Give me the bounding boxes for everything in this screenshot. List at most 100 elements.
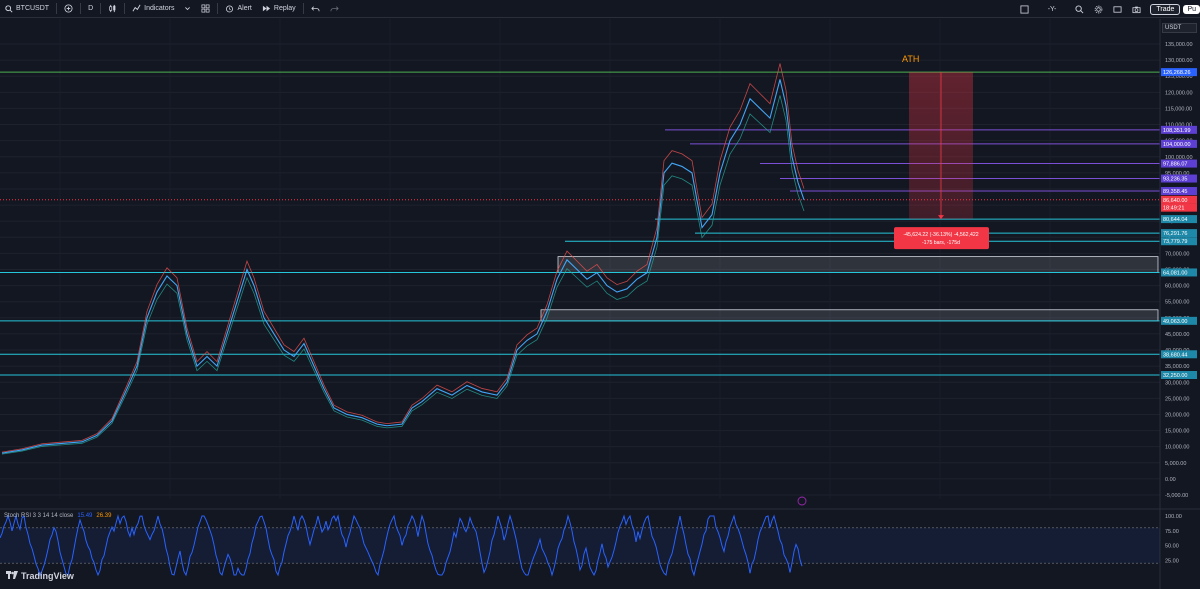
replay-button[interactable]: Replay (257, 0, 301, 18)
rsi-tick-label: 75.00 (1165, 529, 1179, 535)
price-tick-label: 115,000.00 (1165, 106, 1192, 112)
templates-button[interactable] (179, 0, 196, 18)
price-tag-label: 108,351.99 (1163, 128, 1191, 134)
trade-button[interactable]: Trade (1150, 3, 1181, 15)
price-series (1, 63, 805, 455)
moving-average-upper (1, 63, 805, 453)
price-chart[interactable]: ATH -45,624.22 (-36.13%) -4,562,422 -175 b… (0, 19, 1200, 589)
camera-icon (1132, 5, 1141, 14)
price-tick-label: 130,000.00 (1165, 58, 1193, 64)
redo-icon (330, 4, 339, 13)
snapshot-button[interactable] (1127, 0, 1146, 18)
price-tag-label: 73,779.79 (1163, 239, 1187, 245)
price-axis[interactable]: 135,000.00 130,000.00 125,000.00 120,000.00… (1159, 19, 1200, 589)
price-tag (1161, 174, 1197, 183)
interval-label: D (88, 5, 94, 12)
currency-mode-label: -Y- (1047, 5, 1057, 13)
fullscreen-icon (1113, 5, 1122, 14)
price-tick-label: 120,000.00 (1165, 90, 1193, 96)
price-tick-label: 0.00 (1165, 477, 1176, 483)
moving-average-lower (1, 95, 805, 455)
indicators-label: Indicators (144, 5, 175, 12)
add-symbol-icon (64, 4, 73, 13)
price-tick-label: -5,000.00 (1165, 493, 1188, 499)
price-tick-label: 95,000.00 (1165, 171, 1189, 177)
alert-button[interactable]: Alert (220, 0, 256, 18)
undo-icon (311, 4, 320, 13)
compare-button[interactable] (59, 0, 78, 18)
rsi-band (0, 527, 1160, 564)
price-tag-label: 126,268.26 (1163, 70, 1191, 76)
symbol-name: BTCUSDT (16, 5, 50, 12)
divider (80, 3, 82, 14)
toolbar-right: -Y- Trade Pu (1015, 0, 1200, 18)
price-tag-label: 64,081.00 (1163, 270, 1187, 276)
alert-label: Alert (237, 5, 252, 12)
price-tag (1161, 68, 1197, 77)
horizontal-levels (0, 71, 1160, 376)
stoch-rsi-pane: 100.00 75.00 50.00 25.00 (0, 496, 1200, 577)
divider (124, 3, 126, 14)
currency-mode-button[interactable]: -Y- (1034, 0, 1071, 18)
layouts-button[interactable] (196, 0, 215, 18)
supply-zones (540, 256, 1159, 322)
chart-area[interactable]: ATH -45,624.22 (-36.13%) -4,562,422 -175 b… (0, 19, 1200, 589)
supply-zone-lower (540, 309, 1159, 322)
chevron-down-icon (184, 5, 191, 12)
price-tag (1161, 203, 1197, 212)
publish-button[interactable]: Pu (1183, 4, 1200, 14)
price-tags: 126,268.26 108,351.99 104,000.00 97,886.07 9… (1161, 68, 1197, 380)
gear-icon (1094, 5, 1103, 14)
k-value: 15.49 (77, 513, 93, 519)
divider (217, 3, 219, 14)
fullscreen-button[interactable] (1108, 0, 1127, 18)
price-tag (1161, 316, 1197, 325)
price-tag (1161, 125, 1197, 134)
price-tag (1161, 237, 1197, 246)
indicators-button[interactable]: Indicators (127, 0, 179, 18)
redo-button[interactable] (325, 0, 344, 18)
tradingview-icon (6, 571, 18, 581)
indicator-name: Stoch RSI 3 3 14 14 close (4, 513, 74, 519)
event-marker-icon (797, 496, 807, 506)
price-tick-label: 135,000.00 (1165, 42, 1193, 48)
price-tick-label: 45,000.00 (1165, 332, 1189, 338)
price-tag-label: 89,358.45 (1163, 189, 1187, 195)
replay-icon (262, 4, 271, 13)
price-tag-label: 97,886.07 (1163, 162, 1187, 168)
undo-button[interactable] (306, 0, 325, 18)
tradingview-logo[interactable]: TradingView (6, 571, 74, 581)
grid-icon (201, 4, 210, 13)
symbol-search[interactable]: BTCUSDT (0, 0, 54, 18)
price-line (1, 79, 805, 454)
measure-info-line: -175 bars, -175d (922, 240, 960, 246)
rsi-tick-label: 50.00 (1165, 544, 1179, 550)
search-icon (5, 4, 13, 13)
price-tag (1161, 159, 1197, 168)
measure-info-line: -45,624.22 (-36.13%) -4,562,422 (903, 232, 978, 238)
interval-button[interactable]: D (83, 0, 98, 18)
quick-search-button[interactable] (1070, 0, 1089, 18)
price-tag-label: 38,680.44 (1163, 352, 1187, 358)
price-tick-label: 110,000.00 (1165, 123, 1192, 129)
layout-toggle-button[interactable] (1015, 0, 1034, 18)
measure-tool: ATH -45,624.22 (-36.13%) -4,562,422 -175 b… (894, 54, 989, 250)
stoch-rsi-legend[interactable]: Stoch RSI 3 3 14 14 close 15.49 26.39 (4, 513, 111, 519)
price-tag-label: 86,640.00 (1163, 198, 1187, 204)
price-tick-label: 30,000.00 (1165, 380, 1189, 386)
price-tag (1161, 139, 1197, 148)
price-tick-label: 10,000.00 (1165, 445, 1189, 451)
price-tick-label: 35,000.00 (1165, 364, 1189, 370)
chart-type-button[interactable] (103, 0, 122, 18)
currency-selector[interactable]: USDT (1162, 23, 1197, 33)
axis-background (1160, 19, 1200, 589)
price-tick-label: 20,000.00 (1165, 412, 1189, 418)
indicators-icon (132, 4, 141, 13)
price-tag-label: 80,644.04 (1163, 217, 1187, 223)
logo-text: TradingView (21, 571, 74, 581)
divider (302, 3, 304, 14)
settings-button[interactable] (1089, 0, 1108, 18)
price-tag (1161, 371, 1197, 380)
price-tag (1161, 195, 1197, 204)
rsi-tick-label: 25.00 (1165, 558, 1179, 564)
